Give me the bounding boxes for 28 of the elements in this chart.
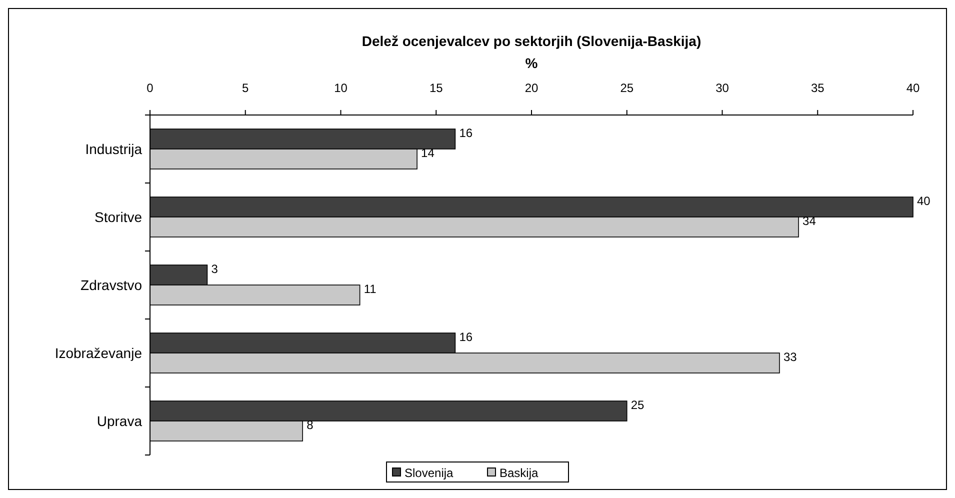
- x-tick-label: 5: [242, 81, 250, 95]
- data-label: 14: [421, 146, 435, 160]
- x-tick-label: 20: [524, 81, 538, 95]
- y-tick-label: Industrija: [85, 141, 142, 157]
- legend-label: Baskija: [500, 466, 539, 480]
- data-label: 34: [802, 214, 816, 228]
- data-label: 11: [364, 282, 377, 296]
- chart-title: Delež ocenjevalcev po sektorjih (Slovenija-Baskija): [362, 33, 702, 49]
- data-label: 3: [211, 262, 218, 276]
- y-tick-label: Zdravstvo: [80, 277, 142, 293]
- legend-label: Slovenija: [404, 466, 454, 480]
- x-tick-label: 0: [146, 81, 154, 95]
- x-tick-label: 15: [429, 81, 444, 95]
- x-tick-label: 30: [716, 81, 730, 95]
- data-label: 40: [917, 194, 931, 208]
- y-tick-label: Storitve: [94, 209, 142, 225]
- x-axis-title: %: [525, 55, 538, 71]
- x-tick-label: 35: [810, 81, 825, 95]
- y-tick-label: Izobraževanje: [54, 345, 142, 361]
- data-label: 16: [459, 330, 473, 344]
- x-tick-label: 40: [906, 81, 920, 95]
- y-tick-label: Uprava: [96, 413, 142, 429]
- data-label: 8: [306, 418, 314, 432]
- data-label: 33: [783, 350, 798, 364]
- x-tick-label: 25: [620, 81, 634, 95]
- x-tick-label: 10: [334, 81, 348, 95]
- data-label: 16: [459, 126, 473, 140]
- data-label: 25: [630, 398, 645, 412]
